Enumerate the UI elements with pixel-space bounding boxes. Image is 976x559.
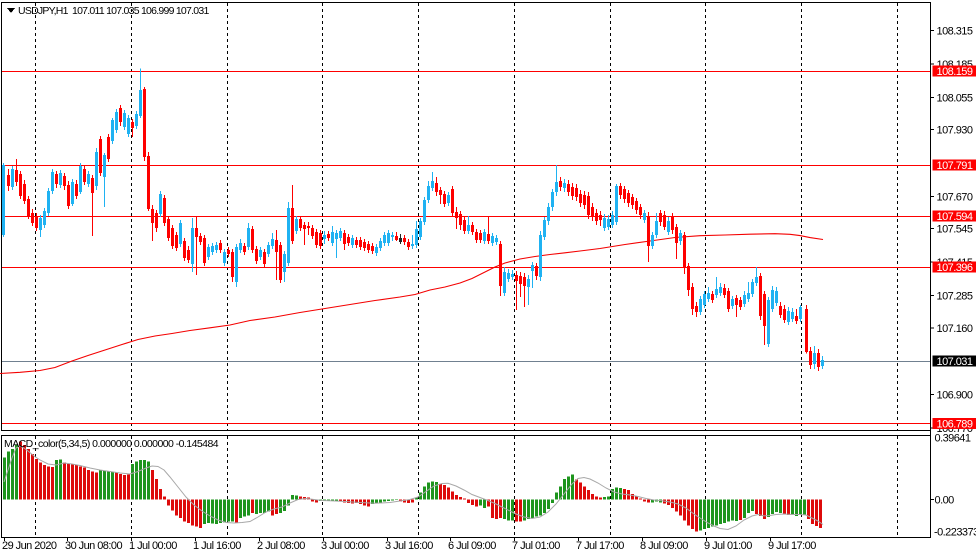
svg-text:0.39641: 0.39641	[935, 433, 971, 445]
svg-text:1 Jul 16:00: 1 Jul 16:00	[193, 540, 241, 552]
svg-text:30 Jun 08:00: 30 Jun 08:00	[65, 540, 122, 552]
svg-text:107.285: 107.285	[937, 291, 973, 303]
svg-text:3 Jul 00:00: 3 Jul 00:00	[321, 540, 369, 552]
svg-text:107.594: 107.594	[937, 211, 973, 223]
svg-text:108.315: 108.315	[937, 25, 973, 37]
svg-text:107.031: 107.031	[937, 356, 973, 368]
svg-text:107.396: 107.396	[937, 262, 973, 274]
svg-text:107.670: 107.670	[937, 191, 973, 203]
svg-text:1 Jul 00:00: 1 Jul 00:00	[129, 540, 177, 552]
svg-text:106.900: 106.900	[937, 390, 973, 402]
svg-text:29 Jun 2020: 29 Jun 2020	[2, 540, 57, 552]
svg-text:6 Jul 09:00: 6 Jul 09:00	[448, 540, 496, 552]
svg-text:107.160: 107.160	[937, 323, 973, 335]
svg-text:107.791: 107.791	[937, 160, 973, 172]
svg-text:108.159: 108.159	[937, 66, 973, 78]
svg-text:USDJPY,H1 107.011 107.035 106: USDJPY,H1 107.011 107.035 106.999 107.03…	[18, 5, 209, 17]
svg-text:9 Jul 01:00: 9 Jul 01:00	[704, 540, 752, 552]
svg-text:8 Jul 09:00: 8 Jul 09:00	[640, 540, 688, 552]
svg-text:106.789: 106.789	[937, 418, 973, 430]
svg-text:9 Jul 17:00: 9 Jul 17:00	[768, 540, 816, 552]
svg-text:-0.223373: -0.223373	[934, 526, 976, 538]
svg-text:MACD_color(5,34,5) 0.000000 0.: MACD_color(5,34,5) 0.000000 0.000000 -0.…	[4, 438, 219, 450]
svg-text:7 Jul 17:00: 7 Jul 17:00	[576, 540, 624, 552]
svg-text:107.930: 107.930	[937, 125, 973, 137]
svg-text:107.545: 107.545	[937, 224, 973, 236]
svg-text:108.055: 108.055	[937, 92, 973, 104]
svg-text:3 Jul 16:00: 3 Jul 16:00	[385, 540, 433, 552]
svg-text:0.00: 0.00	[935, 494, 955, 506]
svg-text:2 Jul 08:00: 2 Jul 08:00	[257, 540, 305, 552]
svg-text:7 Jul 01:00: 7 Jul 01:00	[512, 540, 560, 552]
